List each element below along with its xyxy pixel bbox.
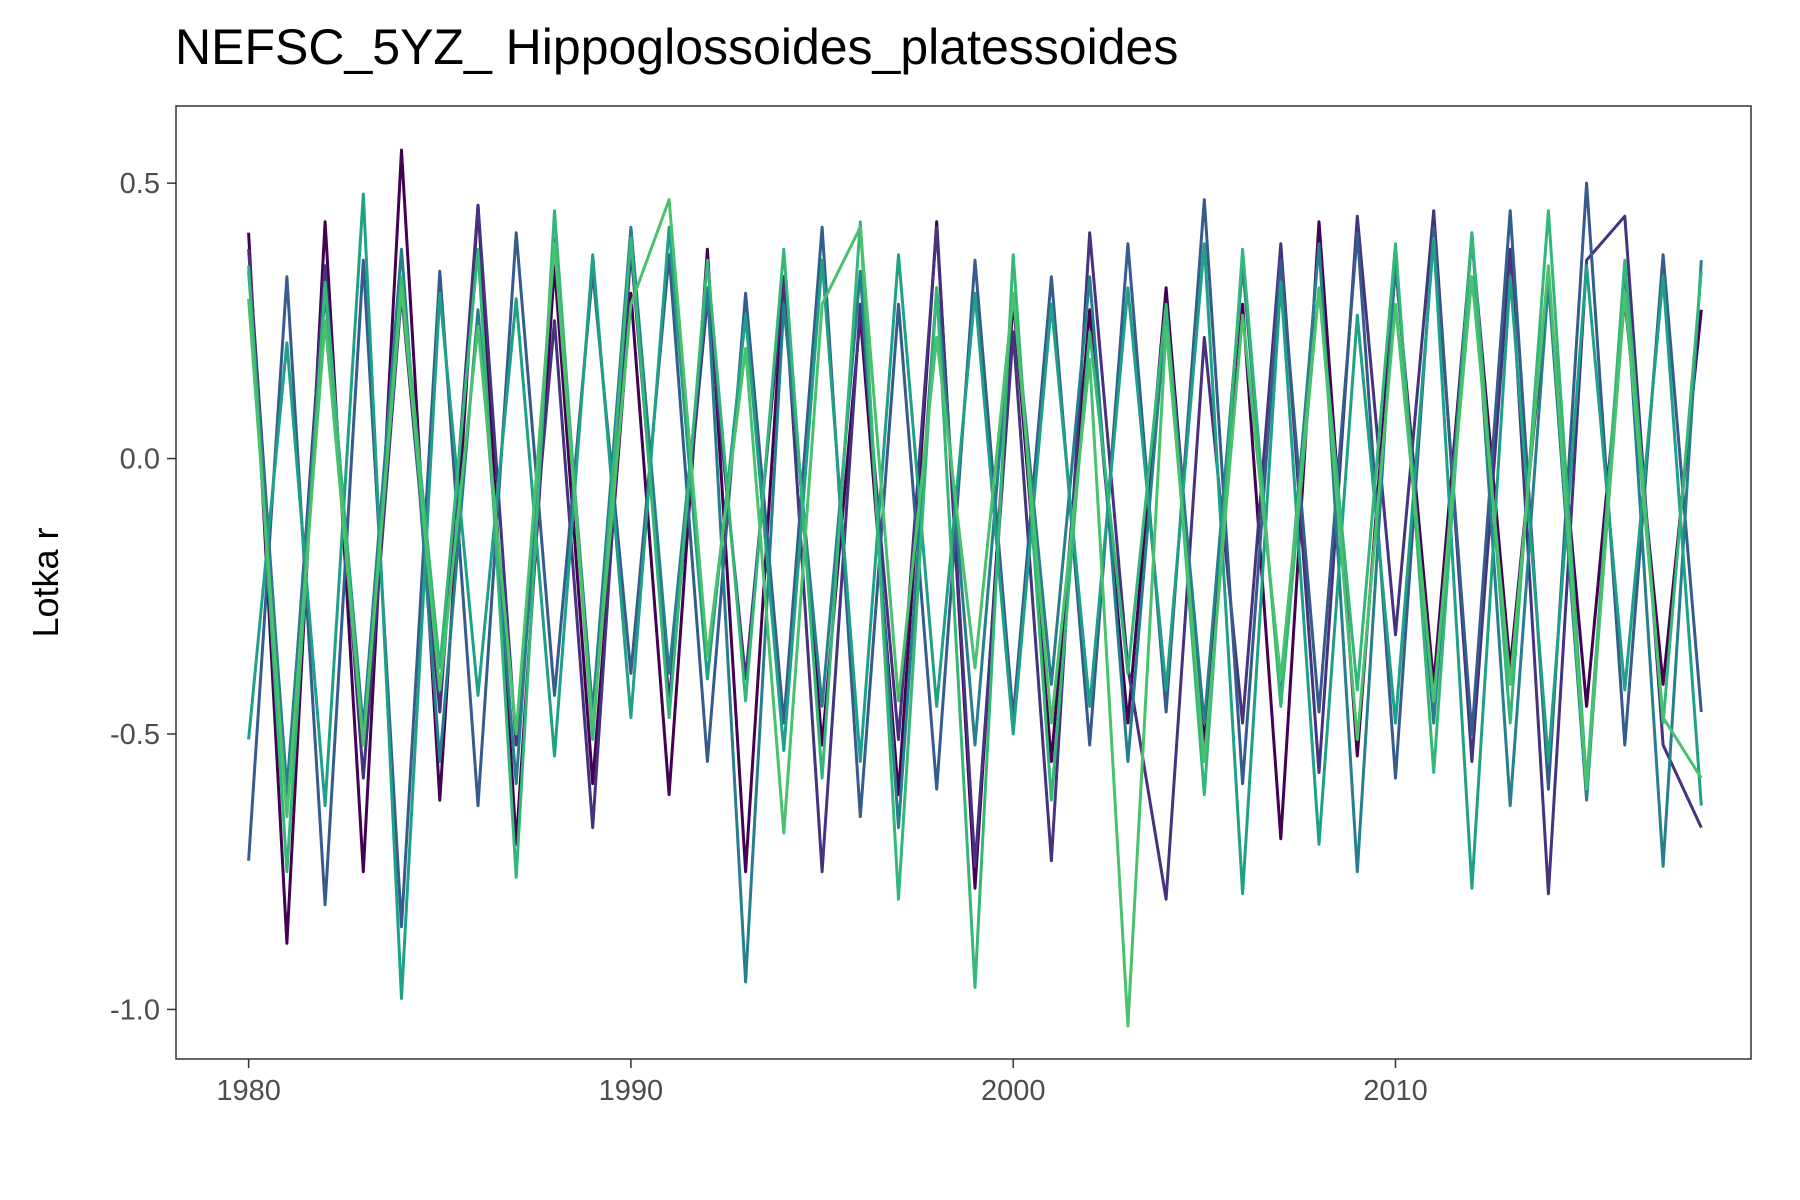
- x-tick-label: 1990: [599, 1075, 664, 1107]
- panel-border: [175, 105, 1752, 1060]
- x-tick-label: 2010: [1363, 1075, 1428, 1107]
- y-tick-label: -0.5: [110, 719, 160, 751]
- y-axis-title: Lotka r: [25, 527, 66, 637]
- series-line-7: [247, 198, 1703, 1028]
- chart-title: NEFSC_5YZ_ Hippoglossoides_platessoides: [175, 19, 1179, 75]
- x-tick-label: 1980: [216, 1075, 281, 1107]
- y-tick-label: 0.0: [120, 444, 160, 476]
- axis-layer: 1980 1990 2000 2010 0.5 0.0 -0.5 -1.0: [110, 168, 1428, 1107]
- x-tick-label: 2000: [981, 1075, 1046, 1107]
- series-layer: [247, 148, 1703, 1028]
- series-line-5: [247, 192, 1703, 1000]
- series-line-3: [247, 181, 1703, 929]
- y-tick-label: -1.0: [110, 994, 160, 1026]
- y-tick-label: 0.5: [120, 168, 160, 200]
